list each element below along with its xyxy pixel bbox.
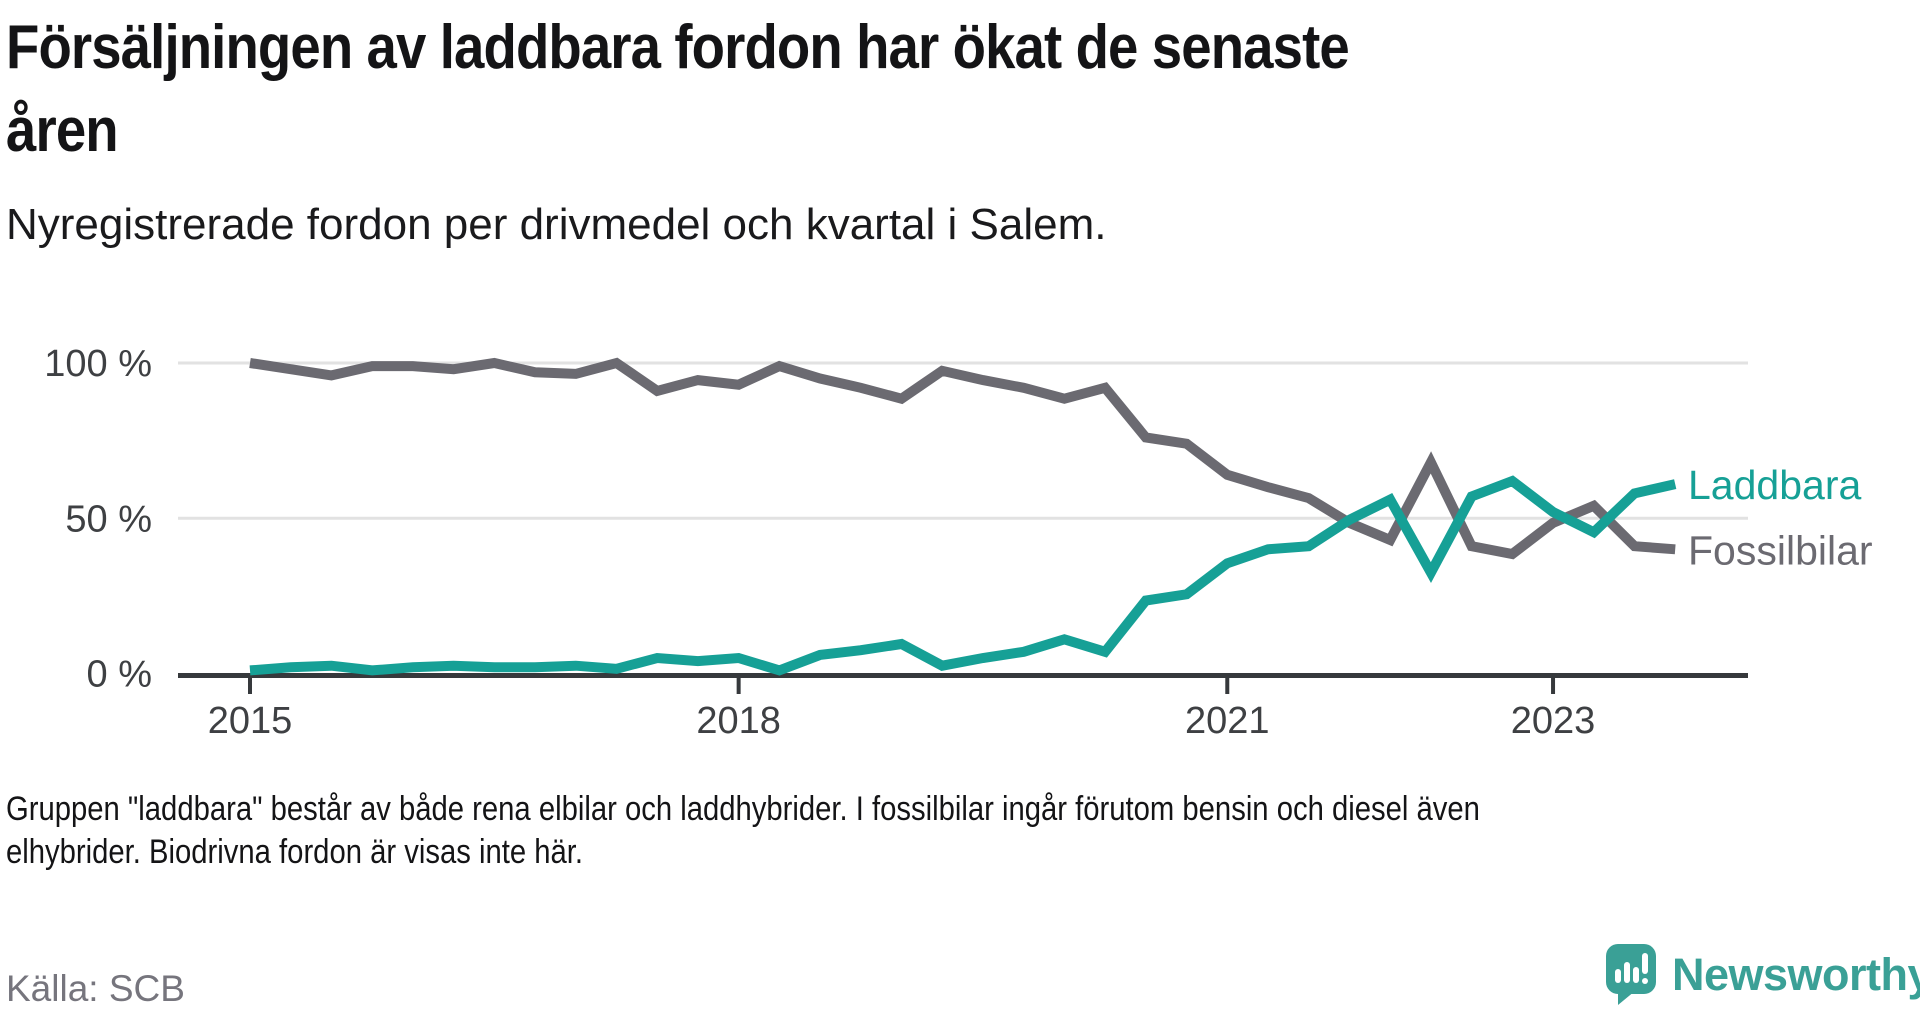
laddbara-line (249, 475, 1677, 676)
series-label-laddbara: Laddbara (1688, 462, 1861, 508)
source-label: Källa: SCB (6, 968, 185, 1009)
y-axis-tick-label: 0 % (87, 654, 152, 696)
x-axis-tick-label: 2018 (696, 700, 781, 742)
x-axis-tick-label: 2015 (208, 700, 293, 742)
x-axis-tick-label: 2023 (1511, 700, 1596, 742)
newsworthy-wordmark: Newsworthy (1672, 949, 1920, 1000)
x-axis-tick-label: 2021 (1185, 700, 1270, 742)
chart-footnote-line2: elhybrider. Biodrivna fordon är visas in… (6, 833, 583, 871)
newsworthy-speech-bubble-chart-icon (1606, 944, 1656, 1005)
chart-footnote-line1: Gruppen "laddbara" består av både rena e… (6, 790, 1480, 828)
chart-title-line1: Försäljningen av laddbara fordon har öka… (6, 13, 1350, 82)
chart-subtitle: Nyregistrerade fordon per drivmedel och … (6, 200, 1107, 249)
fossilbilar-line (249, 357, 1676, 560)
chart-title: Försäljningen av laddbara fordon har öka… (6, 6, 1350, 172)
series-label-fossilbilar: Fossilbilar (1688, 527, 1873, 573)
y-axis-tick-label: 50 % (65, 498, 152, 540)
chart-title-line2: åren (6, 96, 119, 166)
y-axis-tick-label: 100 % (44, 343, 152, 385)
chart-footnote: Gruppen "laddbara" består av både rena e… (6, 788, 1480, 874)
newsworthy-logo: Newsworthy (1606, 944, 1920, 1006)
